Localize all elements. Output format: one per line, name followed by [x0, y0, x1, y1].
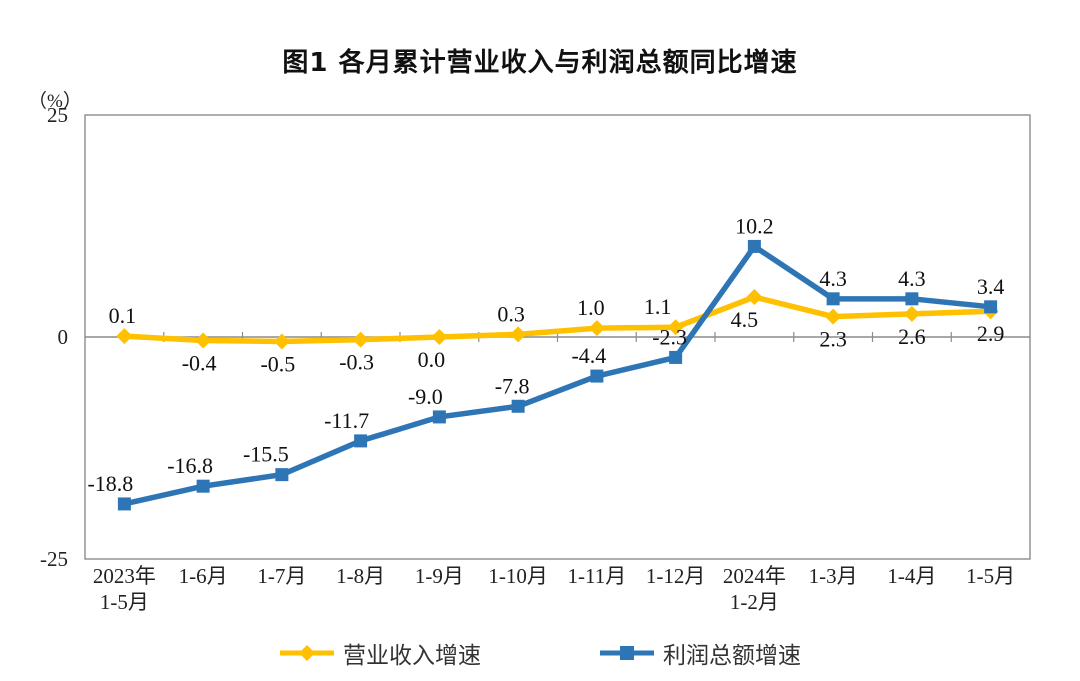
x-axis-label: 1-3月	[809, 564, 858, 588]
data-label: -18.8	[87, 471, 133, 496]
x-axis-label: 2024年 1-2月	[723, 564, 786, 614]
y-axis-unit-label: （%）	[28, 91, 82, 112]
y-tick-label: 25	[47, 103, 68, 127]
square-marker	[275, 468, 289, 482]
data-label: 3.4	[977, 274, 1005, 299]
x-axis-label: 1-11月	[568, 564, 627, 588]
series-line-profit	[123, 242, 991, 507]
x-axis-label: 1-6月	[179, 564, 228, 588]
diamond-marker	[588, 320, 605, 337]
square-marker	[905, 292, 919, 306]
data-label: 2.6	[898, 324, 926, 349]
square-marker	[117, 497, 131, 511]
x-axis-label: 2023年 1-5月	[93, 564, 156, 614]
diamond-marker	[510, 326, 527, 343]
diamond-marker	[746, 289, 763, 306]
x-axis-label: 1-8月	[336, 564, 385, 588]
series-line-revenue	[124, 294, 991, 345]
data-label: -4.4	[571, 343, 606, 368]
x-axis-label: 1-7月	[257, 564, 306, 588]
data-label: 0.1	[109, 303, 137, 328]
data-label: -9.0	[408, 384, 443, 409]
square-marker	[196, 479, 210, 493]
data-label: -0.5	[260, 351, 295, 376]
diamond-marker	[903, 305, 920, 322]
data-label: 4.3	[898, 266, 926, 291]
diamond-marker	[195, 332, 212, 349]
data-label: 1.0	[577, 295, 605, 320]
x-axis-label: 1-5月	[966, 564, 1015, 588]
diamond-marker	[273, 333, 290, 350]
data-label: 10.2	[735, 213, 774, 238]
square-marker	[669, 350, 683, 364]
data-label: 0.3	[497, 301, 525, 326]
profit-line-swatch-icon	[600, 646, 654, 660]
diamond-marker	[352, 331, 369, 348]
data-label: 0.0	[418, 347, 446, 372]
y-tick-label: -25	[40, 547, 68, 571]
data-label: -15.5	[243, 442, 289, 467]
legend-label-revenue: 营业收入增速	[343, 643, 481, 669]
diamond-marker	[667, 319, 684, 336]
legend: 营业收入增速 利润总额增速	[0, 636, 1080, 670]
square-marker	[747, 239, 761, 253]
legend-item-profit: 利润总额增速	[599, 636, 801, 670]
revenue-line-swatch-icon	[280, 645, 334, 661]
data-label: -11.7	[324, 408, 369, 433]
data-label: -0.3	[339, 350, 374, 375]
square-marker	[354, 434, 368, 448]
data-label: -7.8	[495, 373, 530, 398]
square-marker	[984, 300, 998, 314]
chart-title: 图1 各月累计营业收入与利润总额同比增速	[282, 48, 798, 78]
x-axis-label: 1-10月	[488, 564, 548, 588]
data-label: 2.9	[977, 321, 1005, 346]
x-axis-label: 1-4月	[887, 564, 936, 588]
square-marker	[826, 292, 840, 306]
x-axis-label: 1-9月	[415, 564, 464, 588]
x-axis-label: 1-12月	[646, 564, 706, 588]
legend-item-revenue: 营业收入增速	[279, 636, 481, 670]
data-label: 4.5	[731, 307, 759, 332]
square-marker	[590, 369, 604, 383]
square-marker	[432, 410, 446, 424]
diamond-marker	[116, 328, 133, 345]
square-marker	[511, 399, 525, 413]
data-label: -2.3	[652, 324, 687, 349]
data-label: 2.3	[819, 327, 847, 352]
data-label: -0.4	[182, 351, 217, 376]
legend-label-profit: 利润总额增速	[663, 643, 801, 669]
data-label: 1.1	[644, 294, 672, 319]
y-tick-label: 0	[57, 325, 69, 349]
data-label: 4.3	[819, 266, 847, 291]
diamond-marker	[431, 329, 448, 345]
diamond-marker	[825, 308, 842, 325]
data-label: -16.8	[167, 453, 213, 478]
